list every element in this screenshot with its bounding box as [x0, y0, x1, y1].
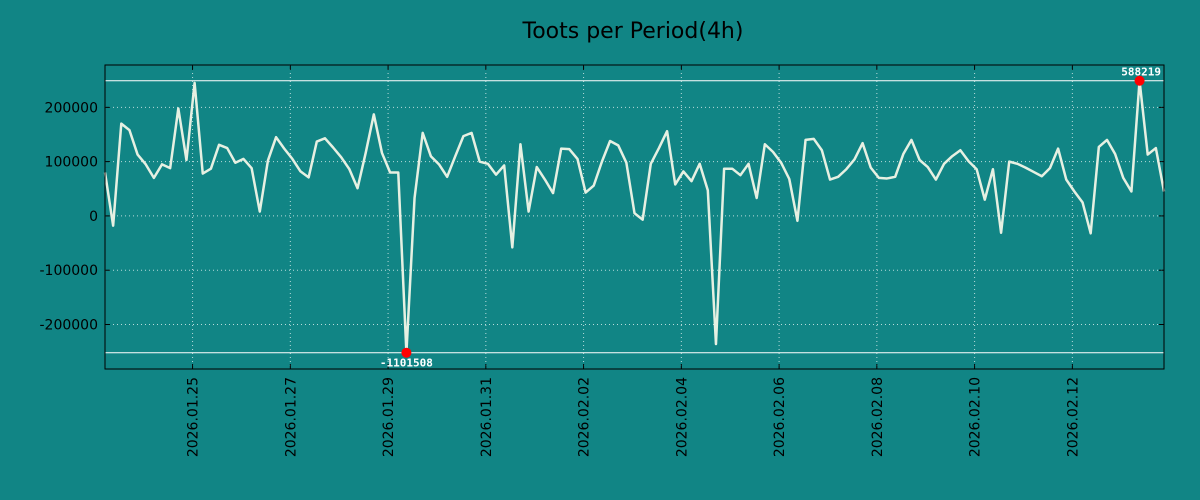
- x-tick-label: 2026.02.02: [577, 377, 593, 457]
- y-tick-label: 100000: [45, 155, 98, 171]
- plot-frame: [104, 64, 1165, 370]
- y-tick-label: 200000: [45, 100, 98, 116]
- x-tick-label: 2026.01.31: [479, 377, 495, 457]
- y-tick-label: -100000: [40, 263, 99, 279]
- chart-title: Toots per Period(4h): [522, 19, 744, 44]
- y-tick-label: 0: [89, 209, 98, 225]
- annotation-label: 588219: [1121, 66, 1161, 79]
- data-line: [103, 79, 1166, 354]
- x-tick-label: 2026.01.25: [186, 377, 202, 457]
- x-tick-label: 2026.02.04: [674, 377, 690, 457]
- annotation-label: -1101508: [380, 357, 433, 370]
- x-tick-label: 2026.02.06: [772, 377, 788, 457]
- x-tick-label: 2026.02.12: [1065, 377, 1081, 457]
- y-tick-label: -200000: [40, 317, 99, 333]
- annotation-marker: [401, 347, 412, 358]
- annotation-marker: [1134, 75, 1145, 86]
- x-tick-label: 2026.01.29: [381, 377, 397, 457]
- x-tick-label: 2026.02.08: [870, 377, 886, 457]
- x-tick-label: 2026.01.27: [283, 377, 299, 457]
- x-tick-label: 2026.02.10: [968, 377, 984, 457]
